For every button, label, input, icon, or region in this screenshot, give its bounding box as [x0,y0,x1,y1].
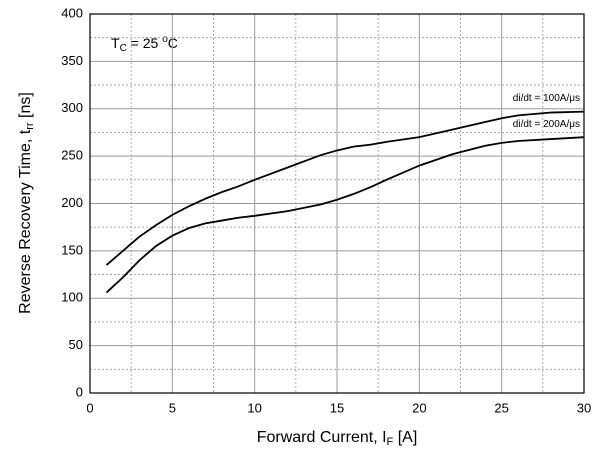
y-tick-label: 0 [76,384,83,399]
series-line [105,136,585,294]
x-tick-label: 5 [169,400,176,415]
plot-frame [89,13,585,394]
annotation-after: C [168,35,178,51]
annotation-mid: = 25 [127,35,162,51]
x-label-text: Forward Current, I [257,429,387,446]
x-axis-label: Forward Current, IF [A] [257,429,418,448]
annotation-text: T [111,35,120,51]
y-label-sub: rr [24,122,36,130]
y-tick-label: 150 [61,242,83,257]
x-tick-label: 10 [247,400,261,415]
x-tick-label: 15 [330,400,344,415]
x-tick-label: 20 [412,400,426,415]
x-label-sub: F [387,436,394,448]
annotation: TC = 25 oC [111,34,178,54]
y-tick-label: 300 [61,100,83,115]
y-label-text: Reverse Recovery Time, t [17,129,34,314]
annotation-sub: C [120,43,127,54]
annotation-sup: o [162,34,168,45]
y-label-after: [ns] [17,92,34,122]
y-tick-label: 50 [69,337,83,352]
x-tick-label: 30 [577,400,591,415]
series-label: di/dt = 100A/μs [513,93,580,104]
y-tick-label: 350 [61,53,83,68]
y-tick-label: 200 [61,195,83,210]
y-axis-label: Reverse Recovery Time, trr [ns] [17,92,36,314]
y-tick-label: 400 [61,5,83,20]
y-tick-label: 100 [61,290,83,305]
series-line [105,110,585,266]
y-tick-label: 250 [61,148,83,163]
x-label-after: [A] [393,429,417,446]
x-tick-label: 25 [494,400,508,415]
series-label: di/dt = 200A/μs [513,119,580,130]
x-tick-label: 0 [86,400,93,415]
